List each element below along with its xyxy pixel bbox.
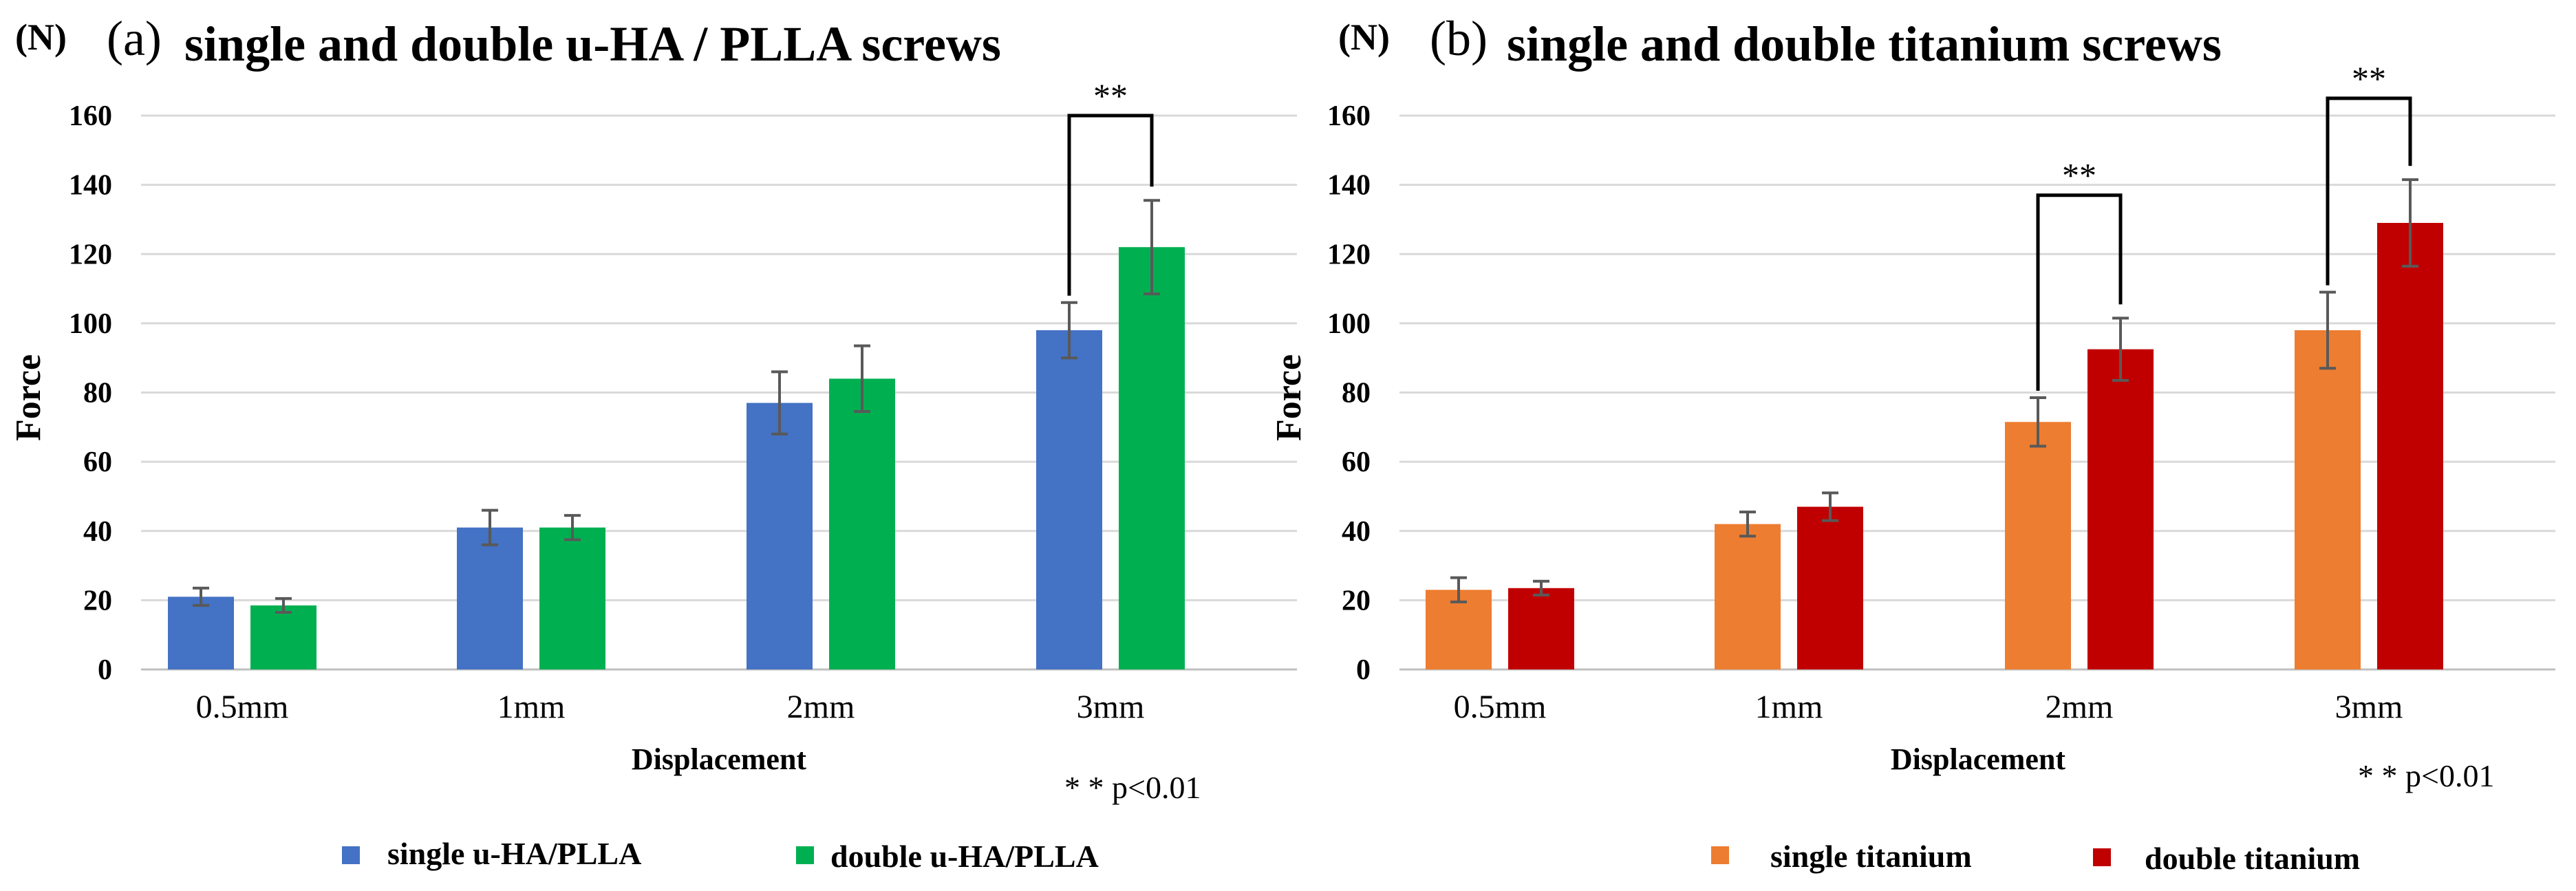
panel-b-plot: 0 20 40 60 80 100 120 140 160 0.5mm 1mm 2mm 3mm ** ** bbox=[1327, 59, 2555, 725]
error-bar-single-u-ha-plla-3mm bbox=[1061, 301, 1077, 360]
x-tick-label-0-5mm: 0.5mm bbox=[196, 689, 289, 725]
bar-single-titanium-3mm bbox=[2295, 330, 2361, 669]
panel-a-legend: single u-HA/PLLA double u-HA/PLLA bbox=[342, 836, 1099, 874]
y-tick-label: 60 bbox=[83, 447, 112, 478]
legend-swatch-double-titanium bbox=[2093, 848, 2111, 866]
y-tick-label: 80 bbox=[83, 378, 112, 409]
y-tick-label: 40 bbox=[1342, 516, 1371, 548]
bar-double-u-ha-plla-2mm bbox=[829, 378, 895, 669]
y-tick-label: 80 bbox=[1342, 378, 1371, 409]
error-bar-double-titanium-1mm bbox=[1822, 491, 1838, 522]
error-bar-single-titanium-0-5mm bbox=[1450, 576, 1467, 603]
panel-b-legend: single titanium double titanium bbox=[1711, 839, 2360, 876]
legend-label-double-titanium: double titanium bbox=[2145, 841, 2360, 876]
panel-b-y-axis-label: Force bbox=[1269, 354, 1309, 441]
error-bar-double-titanium-3mm bbox=[2402, 178, 2418, 268]
panel-a-significance-note: * * p<0.01 bbox=[1064, 770, 1201, 805]
panel-a-x-axis-label: Displacement bbox=[632, 742, 807, 776]
legend-swatch-single-u-ha-plla bbox=[342, 846, 360, 864]
legend-swatch-double-u-ha-plla bbox=[796, 846, 814, 864]
bar-single-u-ha-plla-3mm bbox=[1036, 330, 1102, 669]
error-bar-double-u-ha-plla-3mm bbox=[1144, 199, 1160, 296]
y-tick-label: 160 bbox=[1327, 100, 1371, 132]
bar-single-titanium-2mm bbox=[2005, 422, 2071, 669]
bar-single-titanium-1mm bbox=[1715, 524, 1781, 669]
bar-single-u-ha-plla-2mm bbox=[747, 402, 813, 669]
y-tick-label: 0 bbox=[98, 654, 112, 686]
significance-label-3mm: ** bbox=[1093, 76, 1128, 115]
y-tick-label: 100 bbox=[69, 308, 112, 340]
bar-double-u-ha-plla-1mm bbox=[539, 527, 605, 669]
bar-single-u-ha-plla-0-5mm bbox=[168, 597, 234, 669]
panel-b-label: (b) bbox=[1430, 11, 1488, 66]
legend-label-double-u-ha-plla: double u-HA/PLLA bbox=[830, 839, 1099, 874]
x-tick-label-0-5mm: 0.5mm bbox=[1454, 689, 1547, 725]
panel-a: (N) (a) single and double u-HA / PLLA sc… bbox=[9, 11, 1297, 874]
panel-b-x-axis-label: Displacement bbox=[1891, 742, 2066, 776]
bar-double-titanium-1mm bbox=[1797, 506, 1863, 669]
panel-a-plot: 0 20 40 60 80 100 120 140 160 0.5mm 1mm 2mm 3mm ** bbox=[69, 76, 1297, 725]
panel-b-unit-label: (N) bbox=[1338, 17, 1390, 58]
error-bar-single-u-ha-plla-2mm bbox=[771, 370, 788, 436]
x-tick-label-2mm: 2mm bbox=[787, 689, 855, 725]
x-tick-label-1mm: 1mm bbox=[497, 689, 566, 725]
significance-bracket-3mm bbox=[2326, 96, 2412, 286]
panel-b: (N) (b) single and double titanium screw… bbox=[1269, 11, 2555, 876]
y-tick-label: 140 bbox=[69, 170, 112, 202]
panel-a-label: (a) bbox=[107, 11, 162, 66]
bar-single-u-ha-plla-1mm bbox=[457, 527, 523, 669]
y-tick-label: 60 bbox=[1342, 447, 1371, 478]
legend-label-single-titanium: single titanium bbox=[1770, 839, 1972, 874]
x-tick-label-1mm: 1mm bbox=[1755, 689, 1823, 725]
y-tick-label: 120 bbox=[1327, 239, 1371, 270]
bar-double-titanium-2mm bbox=[2087, 349, 2154, 669]
y-tick-label: 140 bbox=[1327, 170, 1371, 202]
x-tick-label-2mm: 2mm bbox=[2046, 689, 2114, 725]
bar-double-u-ha-plla-3mm bbox=[1119, 247, 1185, 669]
panel-b-significance-note: * * p<0.01 bbox=[2358, 758, 2494, 793]
error-bar-single-u-ha-plla-0-5mm bbox=[193, 586, 209, 607]
panel-b-title: single and double titanium screws bbox=[1507, 17, 2222, 72]
significance-bracket-3mm bbox=[1067, 114, 1154, 296]
error-bar-single-titanium-3mm bbox=[2319, 290, 2336, 370]
bar-double-titanium-0-5mm bbox=[1508, 588, 1574, 669]
legend-label-single-u-ha-plla: single u-HA/PLLA bbox=[387, 836, 641, 871]
error-bar-double-u-ha-plla-0-5mm bbox=[275, 597, 292, 614]
legend-swatch-single-titanium bbox=[1711, 846, 1729, 864]
y-tick-label: 120 bbox=[69, 239, 112, 270]
panel-a-title: single and double u-HA / PLLA screws bbox=[184, 17, 1001, 72]
y-tick-label: 0 bbox=[1356, 654, 1371, 686]
error-bar-double-titanium-0-5mm bbox=[1533, 579, 1549, 597]
y-tick-label: 160 bbox=[69, 100, 112, 132]
significance-label-2mm: ** bbox=[2062, 156, 2096, 195]
bar-double-u-ha-plla-0-5mm bbox=[250, 605, 316, 669]
error-bar-single-titanium-2mm bbox=[2030, 396, 2046, 448]
panel-a-y-axis-label: Force bbox=[9, 354, 48, 441]
y-tick-label: 20 bbox=[1342, 585, 1371, 616]
bar-double-titanium-3mm bbox=[2377, 222, 2443, 669]
x-tick-label-3mm: 3mm bbox=[1077, 689, 1145, 725]
error-bar-single-u-ha-plla-1mm bbox=[482, 508, 498, 546]
y-tick-label: 40 bbox=[83, 516, 112, 548]
error-bar-double-u-ha-plla-1mm bbox=[564, 514, 581, 541]
y-tick-label: 20 bbox=[83, 585, 112, 616]
panel-a-unit-label: (N) bbox=[15, 17, 67, 58]
y-tick-label: 100 bbox=[1327, 308, 1371, 340]
significance-bracket-2mm bbox=[2036, 193, 2123, 391]
significance-label-3mm: ** bbox=[2352, 59, 2386, 98]
error-bar-double-titanium-2mm bbox=[2112, 316, 2129, 382]
error-bar-double-u-ha-plla-2mm bbox=[854, 344, 870, 414]
x-tick-label-3mm: 3mm bbox=[2335, 689, 2403, 725]
error-bar-single-titanium-1mm bbox=[1739, 511, 1756, 538]
